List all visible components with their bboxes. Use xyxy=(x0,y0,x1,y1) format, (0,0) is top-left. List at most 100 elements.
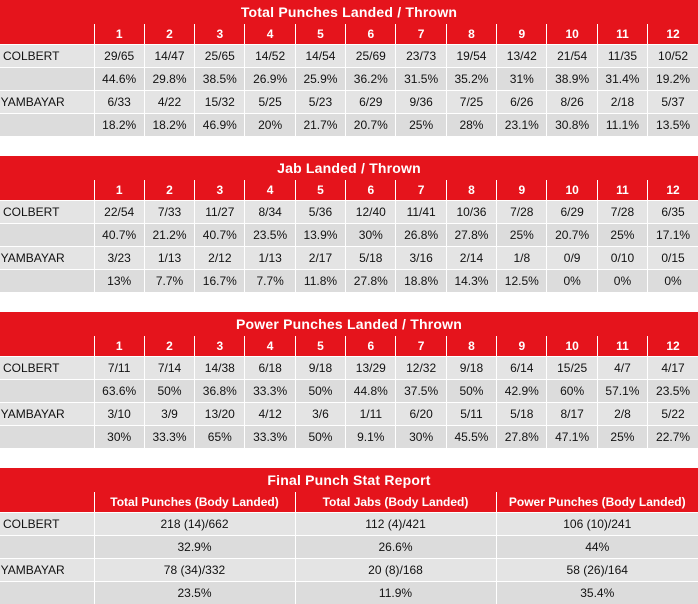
final-column-header: Total Punches (Body Landed) xyxy=(94,492,295,513)
stat-cell: 12/40 xyxy=(346,201,396,224)
pct-cell: 50% xyxy=(295,426,345,449)
round-header: 9 xyxy=(497,24,547,45)
round-header: 7 xyxy=(396,180,446,201)
round-header: 11 xyxy=(597,336,647,357)
pct-cell: 21.7% xyxy=(295,114,345,137)
pct-cell: 33.3% xyxy=(144,426,194,449)
round-header: 8 xyxy=(446,24,496,45)
final-report-section: Final Punch Stat Report Total Punches (B… xyxy=(0,468,698,604)
pct-cell: 33.3% xyxy=(245,380,295,403)
pct-cell: 19.2% xyxy=(648,68,698,91)
blank-cell xyxy=(0,224,94,247)
stat-cell: 58 (26)/164 xyxy=(496,559,698,582)
round-header: 10 xyxy=(547,180,597,201)
pct-cell: 25.9% xyxy=(295,68,345,91)
round-stats-table: 1 2 3 4 5 6 7 8 9 10 11 12 COLBERT 29/65… xyxy=(0,24,698,136)
pct-cell: 60% xyxy=(547,380,597,403)
pct-cell: 25% xyxy=(497,224,547,247)
round-header: 2 xyxy=(144,336,194,357)
stat-cell: 5/37 xyxy=(648,91,698,114)
round-header: 3 xyxy=(195,24,245,45)
round-header: 8 xyxy=(446,180,496,201)
stat-cell: 3/9 xyxy=(144,403,194,426)
round-header: 4 xyxy=(245,24,295,45)
stat-cell: 15/25 xyxy=(547,357,597,380)
round-header: 11 xyxy=(597,180,647,201)
round-header: 7 xyxy=(396,336,446,357)
stat-cell: 218 (14)/662 xyxy=(94,513,295,536)
stat-cell: 6/18 xyxy=(245,357,295,380)
stat-cell: 4/22 xyxy=(144,91,194,114)
pct-cell: 44% xyxy=(496,536,698,559)
round-header: 4 xyxy=(245,180,295,201)
fighter-name: NYAMBAYAR xyxy=(0,247,94,270)
pct-cell: 23.5% xyxy=(648,380,698,403)
pct-cell: 22.7% xyxy=(648,426,698,449)
stat-cell: 5/22 xyxy=(648,403,698,426)
colbert-pct-row: 32.9% 26.6% 44% xyxy=(0,536,698,559)
pct-cell: 18.2% xyxy=(144,114,194,137)
pct-cell: 31% xyxy=(497,68,547,91)
pct-cell: 7.7% xyxy=(144,270,194,293)
stat-cell: 4/17 xyxy=(648,357,698,380)
stat-cell: 23/73 xyxy=(396,45,446,68)
stat-cell: 13/29 xyxy=(346,357,396,380)
stat-cell: 29/65 xyxy=(94,45,144,68)
pct-cell: 30% xyxy=(94,426,144,449)
pct-cell: 35.4% xyxy=(496,582,698,604)
pct-cell: 50% xyxy=(446,380,496,403)
final-stats-table: Total Punches (Body Landed) Total Jabs (… xyxy=(0,492,698,604)
header-blank xyxy=(0,336,94,357)
colbert-pct-row: 63.6% 50% 36.8% 33.3% 50% 44.8% 37.5% 50… xyxy=(0,380,698,403)
stat-cell: 0/10 xyxy=(597,247,647,270)
rounds-header-row: 1 2 3 4 5 6 7 8 9 10 11 12 xyxy=(0,336,698,357)
stat-cell: 6/26 xyxy=(497,91,547,114)
round-header: 9 xyxy=(497,336,547,357)
pct-cell: 20.7% xyxy=(547,224,597,247)
round-header: 2 xyxy=(144,24,194,45)
pct-cell: 25% xyxy=(597,224,647,247)
pct-cell: 7.7% xyxy=(245,270,295,293)
round-header: 7 xyxy=(396,24,446,45)
stat-cell: 1/13 xyxy=(245,247,295,270)
pct-cell: 30% xyxy=(396,426,446,449)
round-header: 12 xyxy=(648,180,698,201)
stat-cell: 5/25 xyxy=(245,91,295,114)
pct-cell: 0% xyxy=(597,270,647,293)
stat-cell: 11/35 xyxy=(597,45,647,68)
stat-cell: 3/6 xyxy=(295,403,345,426)
pct-cell: 11.1% xyxy=(597,114,647,137)
pct-cell: 35.2% xyxy=(446,68,496,91)
pct-cell: 40.7% xyxy=(94,224,144,247)
stat-cell: 21/54 xyxy=(547,45,597,68)
fighter-name: COLBERT xyxy=(0,45,94,68)
stat-cell: 6/29 xyxy=(547,201,597,224)
rounds-header-row: 1 2 3 4 5 6 7 8 9 10 11 12 xyxy=(0,24,698,45)
final-column-header: Power Punches (Body Landed) xyxy=(496,492,698,513)
pct-cell: 13.9% xyxy=(295,224,345,247)
pct-cell: 37.5% xyxy=(396,380,446,403)
pct-cell: 18.8% xyxy=(396,270,446,293)
pct-cell: 65% xyxy=(195,426,245,449)
pct-cell: 27.8% xyxy=(346,270,396,293)
stat-cell: 5/18 xyxy=(497,403,547,426)
stat-cell: 6/33 xyxy=(94,91,144,114)
pct-cell: 20.7% xyxy=(346,114,396,137)
nyambayar-pct-row: 23.5% 11.9% 35.4% xyxy=(0,582,698,604)
pct-cell: 13.5% xyxy=(648,114,698,137)
pct-cell: 11.8% xyxy=(295,270,345,293)
round-header: 12 xyxy=(648,24,698,45)
stat-cell: 7/11 xyxy=(94,357,144,380)
stat-cell: 112 (4)/421 xyxy=(295,513,496,536)
final-column-header: Total Jabs (Body Landed) xyxy=(295,492,496,513)
pct-cell: 31.5% xyxy=(396,68,446,91)
stat-cell: 2/18 xyxy=(597,91,647,114)
pct-cell: 30.8% xyxy=(547,114,597,137)
stat-cell: 14/54 xyxy=(295,45,345,68)
blank-cell xyxy=(0,426,94,449)
stat-cell: 6/29 xyxy=(346,91,396,114)
round-stats-table: 1 2 3 4 5 6 7 8 9 10 11 12 COLBERT 22/54… xyxy=(0,180,698,292)
round-header: 5 xyxy=(295,180,345,201)
pct-cell: 26.8% xyxy=(396,224,446,247)
blank-cell xyxy=(0,380,94,403)
